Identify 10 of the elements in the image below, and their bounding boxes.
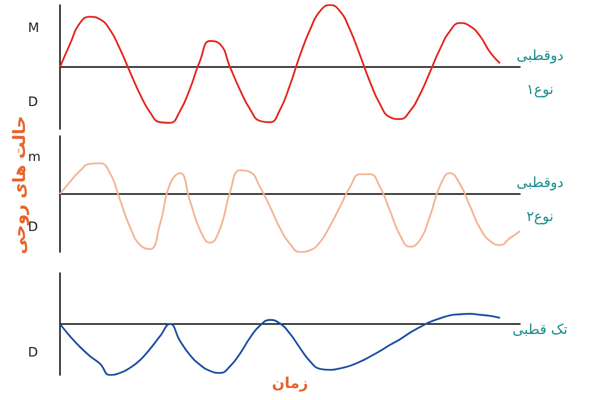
text: D	[28, 95, 38, 110]
text: D	[28, 220, 38, 235]
text: M	[28, 20, 40, 36]
text: دوقطبی نوع۲	[516, 175, 564, 225]
text: m	[28, 150, 41, 166]
text: دوقطبی نوع۱	[516, 48, 564, 98]
x-axis-title: زمان	[272, 374, 308, 392]
text: D	[28, 346, 38, 361]
series-label: تک قطبی	[512, 322, 568, 338]
y-axis-title: حالت های روحی	[10, 116, 30, 254]
